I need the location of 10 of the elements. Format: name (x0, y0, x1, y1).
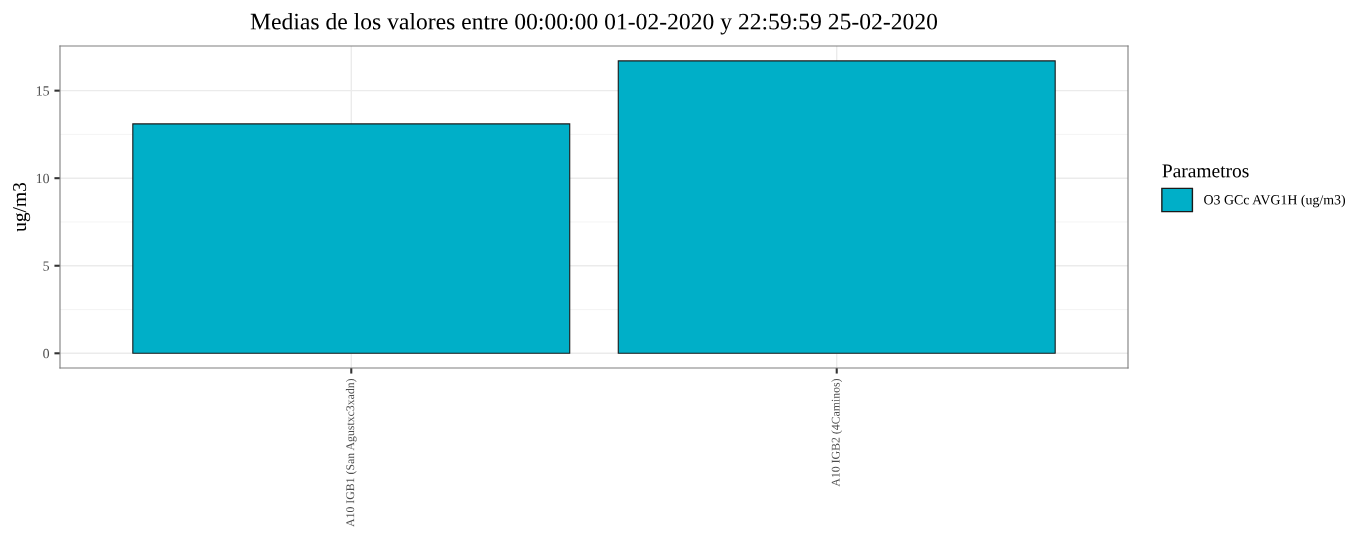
y-tick-label: 5 (43, 261, 50, 271)
legend-label: O3 GCc AVG1H (ug/m3) (1204, 194, 1346, 208)
x-tick-label: A10 IGB1 (San Agustxc3xadn) (345, 378, 357, 527)
y-axis-title: ug/m3 (13, 182, 31, 232)
y-tick-label: 15 (36, 86, 50, 96)
chart-title: Medias de los valores entre 00:00:00 01-02-2020 y 22:59:59 25-02-2020 (250, 12, 938, 35)
legend-title: Parametros (1162, 164, 1249, 178)
y-tick-label: 0 (43, 348, 50, 359)
x-tick-label: A10 IGB2 (4Caminos) (831, 378, 843, 487)
y-tick-label: 10 (36, 173, 50, 184)
